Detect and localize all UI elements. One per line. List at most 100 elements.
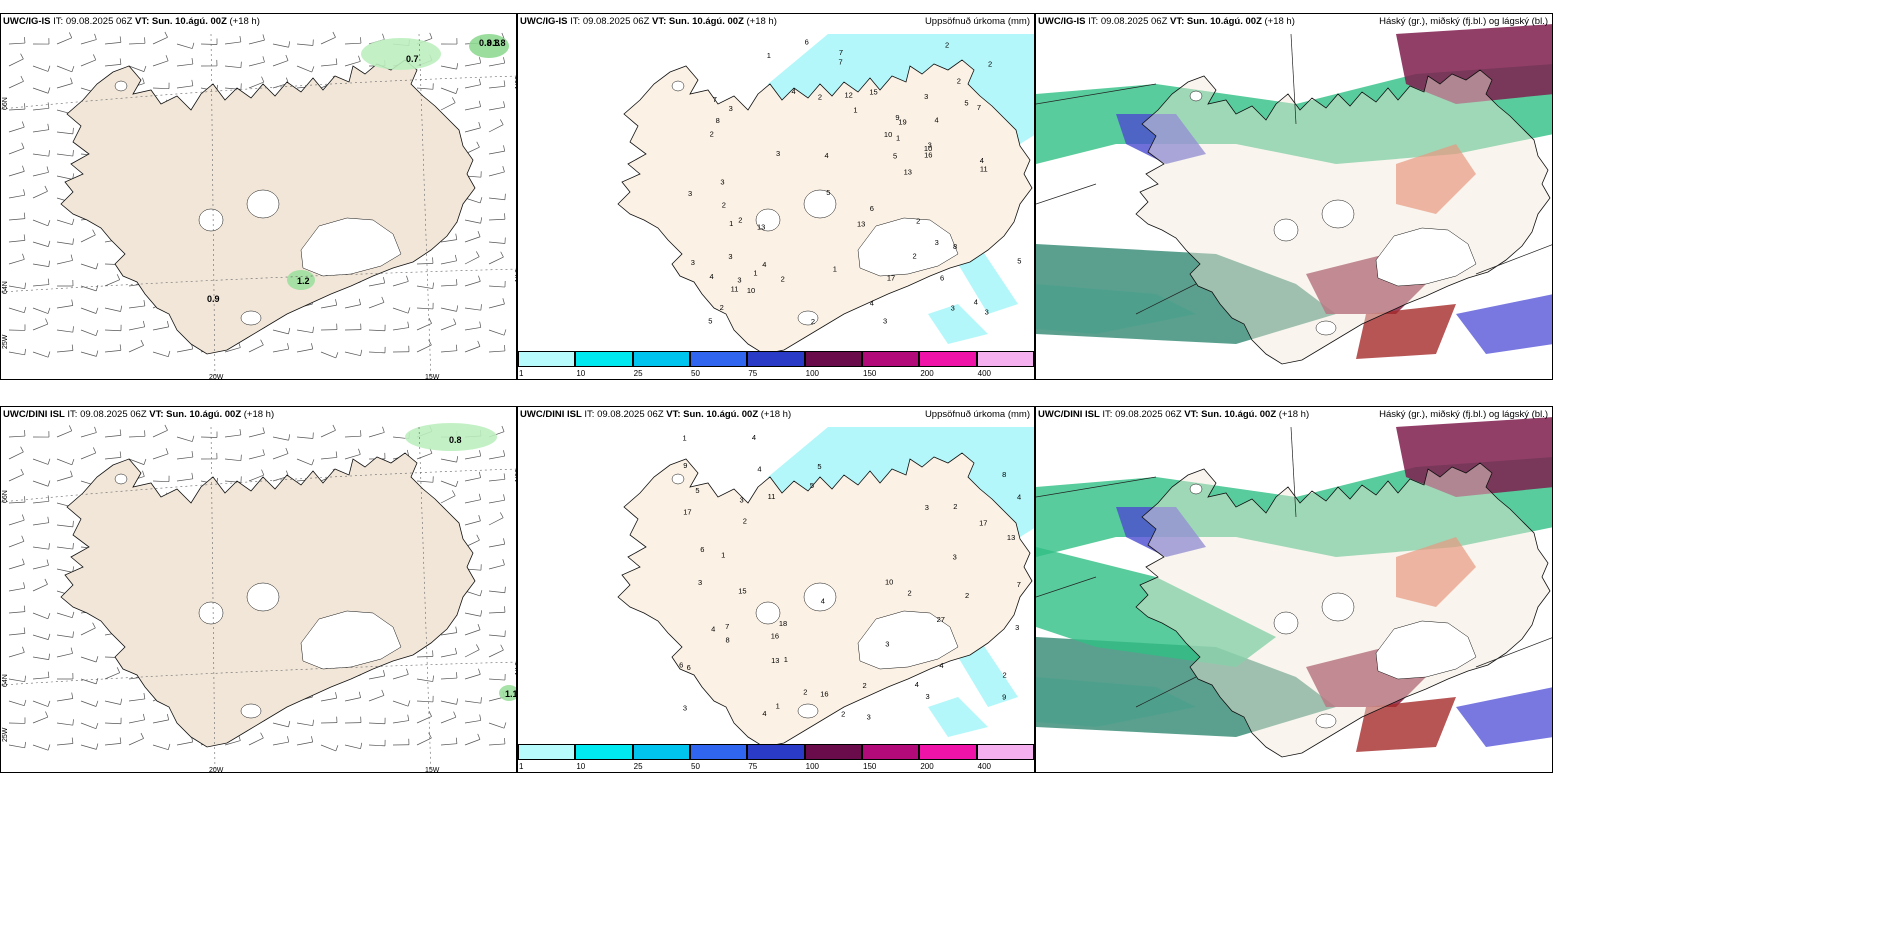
precip-value: 3 (885, 640, 889, 649)
cloud-map-panel-top: UWC/IG-IS IT: 09.08.2025 06Z VT: Sun. 10… (1035, 13, 1553, 380)
lead-time: (+18 h) (1278, 409, 1310, 420)
precip-value: 4 (762, 709, 766, 718)
precip-value: 3 (729, 104, 733, 113)
precip-value: 8 (953, 242, 957, 251)
precip-value: 13 (1007, 533, 1015, 542)
precip-value: 10 (884, 130, 892, 139)
precip-value: 2 (862, 681, 866, 690)
precip-value: 2 (988, 59, 992, 68)
precip-value: 1 (896, 133, 900, 142)
colorbar-segment (976, 351, 1034, 367)
lon-label-25w: 25W (2, 334, 9, 349)
model-name: UWC/DINI ISL (520, 409, 582, 420)
vt-value: Sun. 10.ágú. 00Z (166, 409, 242, 420)
colorbar-segment (518, 744, 576, 760)
it-value: 09.08.2025 06Z (1100, 16, 1168, 27)
vt-value: Sun. 10.ágú. 00Z (668, 16, 744, 27)
vt-value: Sun. 10.ágú. 00Z (683, 409, 759, 420)
vt-value: Sun. 10.ágú. 00Z (151, 16, 227, 27)
it-label: IT: (1102, 409, 1113, 420)
precip-value: 4 (915, 680, 919, 689)
precip-value: 3 (737, 276, 741, 285)
iceland-landmass (60, 452, 476, 748)
precip-value: 3 (728, 252, 732, 261)
precip-value: 5 (817, 462, 821, 471)
panel-subtitle: Uppsöfnuð úrkoma (mm) (924, 16, 1030, 27)
precip-value: 2 (965, 591, 969, 600)
precip-map-panel-bottom: UWC/DINI ISL IT: 09.08.2025 06Z VT: Sun.… (517, 406, 1035, 773)
panel-header: UWC/DINI ISL IT: 09.08.2025 06Z VT: Sun.… (520, 409, 791, 420)
lon-label-20w: 20W (209, 374, 224, 380)
cloud-map (1036, 14, 1552, 379)
precip-value: 9 (683, 461, 687, 470)
precip-value: 4 (752, 433, 756, 442)
it-value: 09.08.2025 06Z (582, 16, 650, 27)
colorbar-tick: 75 (748, 369, 758, 378)
precip-value: 3 (926, 692, 930, 701)
precip-value: 6 (700, 545, 704, 554)
precip-value: 5 (964, 98, 968, 107)
lat-label-66n-right: 66N (513, 469, 517, 482)
colorbar-tick: 25 (633, 369, 643, 378)
precip-value: 1 (682, 434, 686, 443)
colorbar-segment (632, 744, 690, 760)
precip-value: 10 (885, 578, 893, 587)
vt-value: Sun. 10.ágú. 00Z (1186, 16, 1262, 27)
precip-value: 3 (928, 141, 932, 150)
precip-value: 4 (980, 156, 984, 165)
precip-value: 18 (779, 619, 787, 628)
precip-value: 4 (710, 272, 714, 281)
vt-label: VT: (1170, 16, 1185, 27)
precip-value: 1 (729, 219, 733, 228)
precip-value: 3 (740, 496, 744, 505)
precip-value: 2 (818, 93, 822, 102)
wind-value: 1.8 (493, 38, 506, 48)
it-value: 09.08.2025 06Z (597, 409, 664, 420)
precip-value: 7 (725, 622, 729, 631)
it-value: 09.08.2025 06Z (65, 16, 133, 27)
lead-time: (+18 h) (1264, 16, 1295, 27)
colorbar-tick: 50 (691, 762, 700, 771)
lat-label-66n: 66N (2, 490, 9, 503)
precip-value: 11 (768, 492, 776, 501)
precip-value: 4 (934, 115, 938, 124)
model-name: UWC/IG-IS (3, 16, 51, 27)
precip-values: 2211179444837274562133312623133138547111… (679, 433, 1021, 722)
wind-value: 0.8 (479, 38, 492, 48)
precip-value: 17 (683, 507, 691, 516)
precip-value: 1 (784, 655, 788, 664)
precip-value: 1 (776, 702, 780, 711)
lead-time: (+18 h) (229, 16, 260, 27)
precip-map: 2211179444837274562133312623133138547111… (617, 427, 1034, 744)
colorbar-tick: 100 (805, 762, 820, 771)
lon-label-20w: 20W (209, 767, 224, 773)
precip-value: 5 (695, 486, 699, 495)
colorbar-tick: 400 (977, 369, 992, 378)
iceland-landmass (617, 452, 1033, 744)
iceland-landmass (1135, 69, 1551, 365)
iceland-landmass (1135, 462, 1551, 758)
precip-value: 9 (1002, 692, 1006, 701)
colorbar-tick: 100 (805, 369, 820, 378)
precip-value: 2 (841, 710, 845, 719)
precip-value: 27 (937, 615, 945, 624)
lat-label-64n-right: 64N (513, 662, 517, 675)
precip-value: 4 (825, 151, 829, 160)
it-value: 09.08.2025 06Z (80, 409, 147, 420)
it-label: IT: (570, 16, 581, 27)
precip-value: 3 (1015, 623, 1019, 632)
wind-speed-areas (405, 423, 516, 701)
precip-value: 3 (951, 304, 955, 313)
colorbar: 1 10 25 50 75 100 150 200 400 (518, 349, 1034, 379)
colorbar-segment (575, 744, 633, 760)
precip-value: 10 (924, 144, 932, 153)
boundary-lines (1036, 426, 1552, 708)
colorbar-segment (919, 351, 977, 367)
iceland-landmass (617, 59, 1033, 351)
colorbar-segment (862, 351, 920, 367)
precip-value: 2 (781, 274, 785, 283)
wind-map-panel-top: UWC/IG-IS IT: 09.08.2025 06Z VT: Sun. 10… (0, 13, 517, 380)
boundary-lines (1036, 33, 1552, 315)
